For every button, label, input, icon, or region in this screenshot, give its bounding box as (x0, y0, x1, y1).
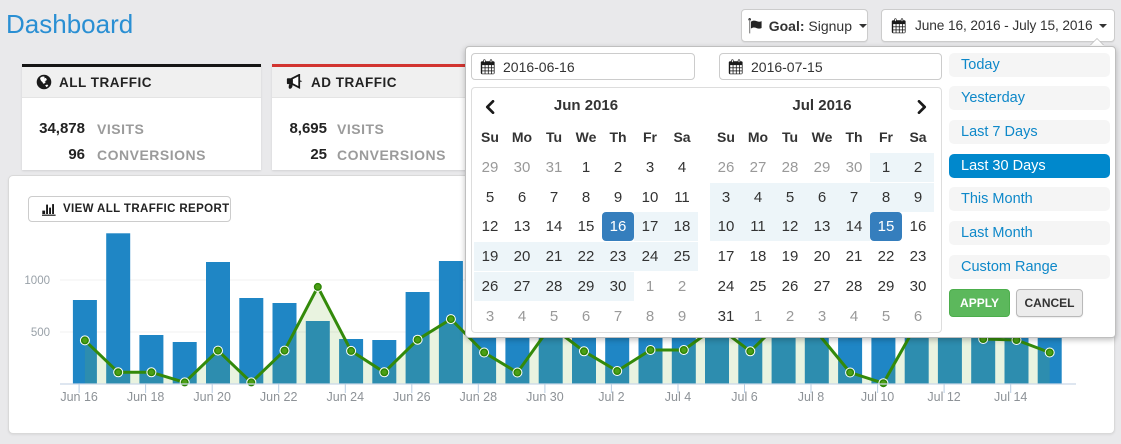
svg-text:Jun 20: Jun 20 (193, 390, 231, 404)
svg-text:Jun 30: Jun 30 (526, 390, 564, 404)
svg-text:Jun 16: Jun 16 (60, 390, 98, 404)
svg-text:Jul 6: Jul 6 (731, 390, 757, 404)
svg-text:Jul 2: Jul 2 (598, 390, 624, 404)
svg-text:Jul 4: Jul 4 (665, 390, 691, 404)
svg-text:Jun 18: Jun 18 (127, 390, 165, 404)
svg-text:1000: 1000 (24, 275, 50, 287)
svg-text:Jul 8: Jul 8 (798, 390, 824, 404)
svg-text:Jul 10: Jul 10 (861, 390, 894, 404)
svg-text:Jun 26: Jun 26 (393, 390, 431, 404)
svg-text:Jun 24: Jun 24 (327, 390, 365, 404)
svg-text:500: 500 (31, 327, 50, 339)
svg-text:Jun 28: Jun 28 (460, 390, 498, 404)
svg-text:Jun 22: Jun 22 (260, 390, 298, 404)
svg-text:Jul 12: Jul 12 (927, 390, 960, 404)
svg-text:Jul 14: Jul 14 (994, 390, 1027, 404)
